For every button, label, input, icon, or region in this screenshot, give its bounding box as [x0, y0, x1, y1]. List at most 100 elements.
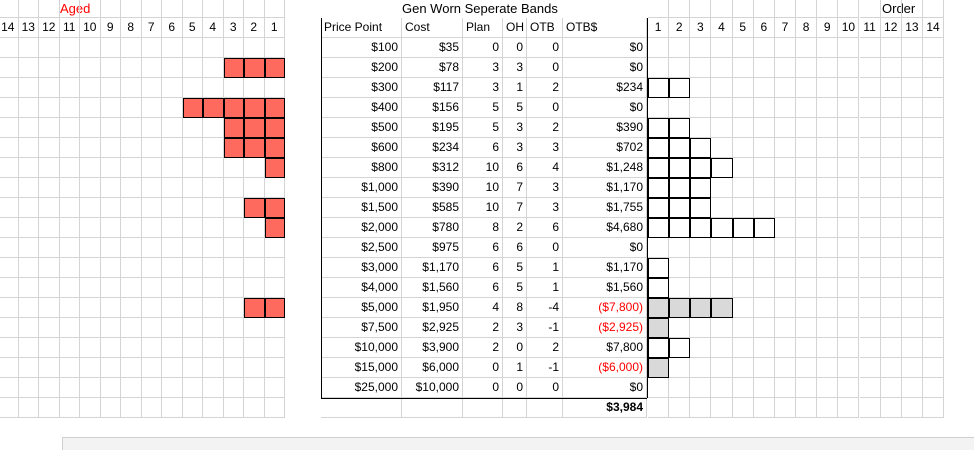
grid-cell[interactable] [203, 378, 224, 398]
grid-cell[interactable] [244, 0, 265, 18]
grid-cell[interactable] [690, 0, 712, 18]
grid-cell[interactable] [880, 78, 902, 98]
grid-cell[interactable] [774, 358, 797, 378]
grid-cell[interactable] [162, 258, 183, 278]
grid-cell[interactable] [711, 358, 733, 378]
grid-cell[interactable] [59, 98, 80, 118]
grid-cell[interactable] [0, 178, 19, 198]
grid-cell[interactable] [859, 0, 881, 18]
grid-cell[interactable] [100, 158, 121, 178]
grid-cell[interactable] [141, 178, 162, 198]
grid-cell[interactable] [141, 338, 162, 358]
grid-cell[interactable] [838, 238, 860, 258]
aged-col-header[interactable]: 13 [18, 18, 39, 38]
grid-cell[interactable] [0, 138, 19, 158]
grid-cell[interactable] [141, 298, 162, 318]
grid-cell[interactable] [223, 78, 244, 98]
order-block[interactable] [669, 118, 691, 138]
grid-cell[interactable] [859, 118, 881, 138]
oh-cell[interactable]: 3 [503, 58, 527, 78]
price-point-cell[interactable]: $600 [321, 138, 402, 158]
price-point-cell[interactable]: $5,000 [321, 298, 402, 318]
grid-cell[interactable] [80, 238, 101, 258]
aged-col-header[interactable]: 14 [0, 18, 19, 38]
grid-cell[interactable] [838, 258, 860, 278]
otb-cell[interactable]: 0 [527, 238, 563, 258]
grid-cell[interactable] [203, 238, 224, 258]
grid-cell[interactable] [0, 0, 19, 18]
order-block[interactable] [669, 78, 691, 98]
grid-cell[interactable] [264, 278, 285, 298]
aged-block[interactable] [223, 98, 244, 118]
grid-cell[interactable] [732, 398, 754, 418]
oh-cell[interactable]: 5 [503, 98, 527, 118]
grid-cell[interactable] [817, 78, 839, 98]
plan-cell[interactable]: 3 [463, 58, 503, 78]
aged-col-header[interactable]: 12 [39, 18, 60, 38]
grid-cell[interactable] [648, 98, 670, 118]
grid-cell[interactable] [648, 38, 670, 58]
price-point-cell[interactable]: $3,000 [321, 258, 402, 278]
grid-cell[interactable] [0, 158, 19, 178]
plan-cell[interactable]: 6 [463, 238, 503, 258]
grid-cell[interactable] [774, 258, 797, 278]
cost-cell[interactable]: $234 [402, 138, 463, 158]
grid-cell[interactable] [182, 58, 203, 78]
grid-cell[interactable] [18, 278, 39, 298]
order-block[interactable] [669, 178, 691, 198]
grid-cell[interactable] [901, 338, 923, 358]
order-block[interactable] [648, 298, 670, 318]
grid-cell[interactable] [880, 338, 902, 358]
grid-cell[interactable] [774, 338, 797, 358]
grid-cell[interactable] [162, 138, 183, 158]
order-col-header[interactable]: 2 [669, 18, 691, 38]
grid-cell[interactable] [711, 0, 733, 18]
order-block[interactable] [690, 198, 712, 218]
grid-cell[interactable] [753, 378, 775, 398]
grid-cell[interactable] [859, 318, 881, 338]
grid-cell[interactable] [0, 118, 19, 138]
oh-cell[interactable]: 6 [503, 158, 527, 178]
otb-dollar-cell[interactable]: $7,800 [563, 338, 647, 358]
grid-cell[interactable] [753, 178, 775, 198]
grid-cell[interactable] [100, 218, 121, 238]
grid-cell[interactable] [141, 0, 162, 18]
otb-header[interactable]: OTB [527, 18, 563, 38]
oh-cell[interactable]: 0 [503, 378, 527, 398]
price-point-cell[interactable]: $800 [321, 158, 402, 178]
grid-cell[interactable] [223, 298, 244, 318]
grid-cell[interactable] [223, 278, 244, 298]
grid-cell[interactable] [859, 138, 881, 158]
grid-cell[interactable] [59, 238, 80, 258]
grid-cell[interactable] [732, 0, 754, 18]
price-point-cell[interactable]: $300 [321, 78, 402, 98]
grid-cell[interactable] [0, 98, 19, 118]
grid-cell[interactable] [80, 138, 101, 158]
grid-cell[interactable] [880, 358, 902, 378]
otb-cell[interactable]: 6 [527, 218, 563, 238]
grid-cell[interactable] [880, 278, 902, 298]
price-point-cell[interactable]: $1,500 [321, 198, 402, 218]
grid-cell[interactable] [0, 378, 19, 398]
otb-cell[interactable]: 0 [527, 378, 563, 398]
grid-cell[interactable] [922, 398, 945, 418]
grid-cell[interactable] [59, 138, 80, 158]
otb-dollar-cell[interactable]: $0 [563, 238, 647, 258]
grid-cell[interactable] [901, 318, 923, 338]
plan-cell[interactable]: 10 [463, 158, 503, 178]
grid-cell[interactable] [753, 298, 775, 318]
grid-cell[interactable] [203, 318, 224, 338]
otb-dollar-cell[interactable]: $390 [563, 118, 647, 138]
grid-cell[interactable] [817, 158, 839, 178]
grid-cell[interactable] [203, 138, 224, 158]
order-col-header[interactable]: 5 [732, 18, 754, 38]
plan-cell[interactable]: 0 [463, 38, 503, 58]
grid-cell[interactable] [690, 118, 712, 138]
grid-cell[interactable] [901, 218, 923, 238]
cost-cell[interactable]: $1,560 [402, 278, 463, 298]
grid-cell[interactable] [59, 378, 80, 398]
grid-cell[interactable] [880, 258, 902, 278]
grid-cell[interactable] [162, 358, 183, 378]
aged-block[interactable] [264, 98, 285, 118]
grid-cell[interactable] [100, 358, 121, 378]
